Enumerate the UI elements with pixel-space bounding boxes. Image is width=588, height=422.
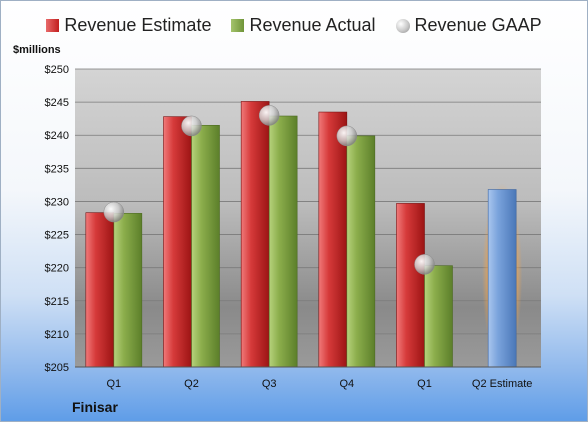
y-axis-unit-label: $millions xyxy=(13,44,61,56)
plot-area xyxy=(75,69,541,367)
company-name: Finisar xyxy=(72,399,118,415)
marker-revenue-gaap xyxy=(258,105,280,126)
legend-item-revenue-actual: Revenue Actual xyxy=(231,15,376,36)
marker-revenue-gaap xyxy=(414,254,435,275)
x-tick-label: Q3 xyxy=(262,378,277,390)
legend-label: Revenue Actual xyxy=(249,15,376,35)
y-tick-label: $240 xyxy=(45,130,69,142)
bar-revenue-estimate xyxy=(163,116,192,368)
y-tick-label: $205 xyxy=(45,362,69,374)
bar-q2-estimate xyxy=(487,189,517,368)
y-tick-label: $250 xyxy=(45,64,69,76)
y-tick-label: $225 xyxy=(45,230,69,242)
legend-label: Revenue GAAP xyxy=(414,15,542,35)
legend-label: Revenue Estimate xyxy=(64,15,212,35)
marker-revenue-gaap xyxy=(103,201,125,223)
legend-swatch-red-icon xyxy=(46,19,60,32)
x-tick-label: Q4 xyxy=(339,378,354,390)
legend-swatch-sphere-icon xyxy=(395,18,410,33)
y-tick-label: $220 xyxy=(45,263,69,275)
bar-revenue-actual xyxy=(268,115,298,368)
y-tick-label: $215 xyxy=(45,296,69,308)
bar-revenue-actual xyxy=(191,124,220,368)
legend-item-revenue-estimate: Revenue Estimate xyxy=(46,15,211,36)
bar-revenue-estimate xyxy=(240,101,270,368)
x-tick-label: Q1 xyxy=(106,378,121,390)
y-tick-label: $245 xyxy=(45,97,69,109)
x-tick-label: Q2 xyxy=(184,378,199,390)
bar-revenue-estimate xyxy=(318,111,348,368)
legend-item-revenue-gaap: Revenue GAAP xyxy=(395,15,542,36)
y-tick-label: $230 xyxy=(45,196,69,208)
bar-revenue-estimate xyxy=(396,203,425,368)
bar-revenue-actual xyxy=(346,135,376,368)
bar-revenue-actual xyxy=(424,265,453,368)
legend: Revenue Estimate Revenue Actual Revenue … xyxy=(1,15,587,36)
marker-revenue-gaap xyxy=(336,125,358,147)
legend-swatch-green-icon xyxy=(231,19,245,32)
x-tick-label: Q2 Estimate xyxy=(472,378,533,390)
marker-revenue-gaap xyxy=(181,115,202,137)
bar-revenue-actual xyxy=(113,213,143,368)
bar-chart: $205 $210 $215 $220 $225 $230 $235 $240 $245 $250… xyxy=(45,64,541,390)
y-tick-label: $210 xyxy=(45,329,69,341)
bar-revenue-estimate xyxy=(85,212,115,368)
x-tick-label: Q1 xyxy=(417,378,432,390)
y-tick-label: $235 xyxy=(45,163,69,175)
